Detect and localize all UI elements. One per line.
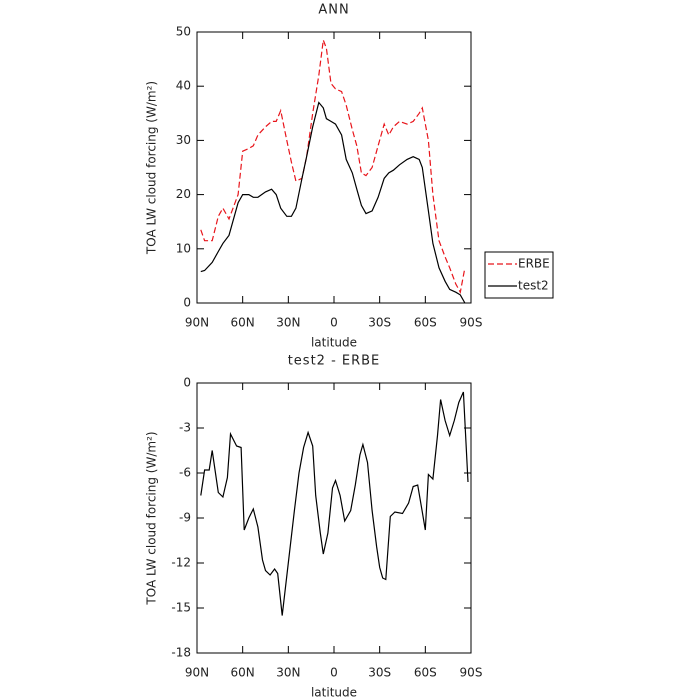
data-line (200, 101, 466, 304)
y-tick-label: 40 (176, 79, 191, 93)
y-tick-label: 0 (183, 376, 191, 390)
y-tick-label: 50 (176, 25, 191, 39)
chart-panel: test2 - ERBE latitude TOA LW cloud forcing… (145, 354, 483, 700)
y-axis-label: TOA LW cloud forcing (W/m²) (145, 81, 159, 255)
x-tick-label: 30N (276, 316, 300, 330)
x-tick-label: 60S (414, 316, 437, 330)
x-tick-label: 0 (330, 316, 338, 330)
x-tick-label: 90S (460, 666, 483, 680)
data-line (200, 39, 466, 294)
y-tick-label: -12 (171, 556, 191, 570)
y-tick-label: -3 (179, 421, 191, 435)
y-tick-label: 30 (176, 133, 191, 147)
y-tick-label: -15 (171, 601, 191, 615)
legend-label: ERBE (518, 257, 550, 271)
legend-box (484, 251, 554, 299)
x-tick-label: 60S (414, 666, 437, 680)
x-tick-label: 90S (460, 316, 483, 330)
x-tick-label: 30S (368, 316, 391, 330)
x-axis-label: latitude (311, 686, 357, 700)
chart-title: ANN (318, 3, 349, 18)
legend-label: test2 (518, 279, 549, 293)
y-tick-label: -18 (171, 646, 191, 660)
x-tick-label: 60N (231, 316, 255, 330)
x-tick-label: 30N (276, 666, 300, 680)
y-axis-label: TOA LW cloud forcing (W/m²) (145, 431, 159, 605)
y-tick-label: -6 (179, 466, 191, 480)
x-tick-label: 90N (185, 316, 209, 330)
data-line (200, 391, 469, 616)
x-tick-label: 30S (368, 666, 391, 680)
chart-panel: ANN latitude TOA LW cloud forcing (W/m²) 0 1… (145, 3, 554, 350)
x-axis-label: latitude (311, 336, 357, 350)
x-tick-label: 60N (231, 666, 255, 680)
plot-frame (196, 31, 472, 304)
plot-frame (196, 382, 472, 654)
y-tick-label: 0 (183, 296, 191, 310)
y-tick-label: 10 (176, 241, 191, 255)
chart-title: test2 - ERBE (288, 354, 381, 369)
y-tick-label: 20 (176, 187, 191, 201)
x-tick-label: 90N (185, 666, 209, 680)
x-tick-label: 0 (330, 666, 338, 680)
y-tick-label: -9 (179, 511, 191, 525)
